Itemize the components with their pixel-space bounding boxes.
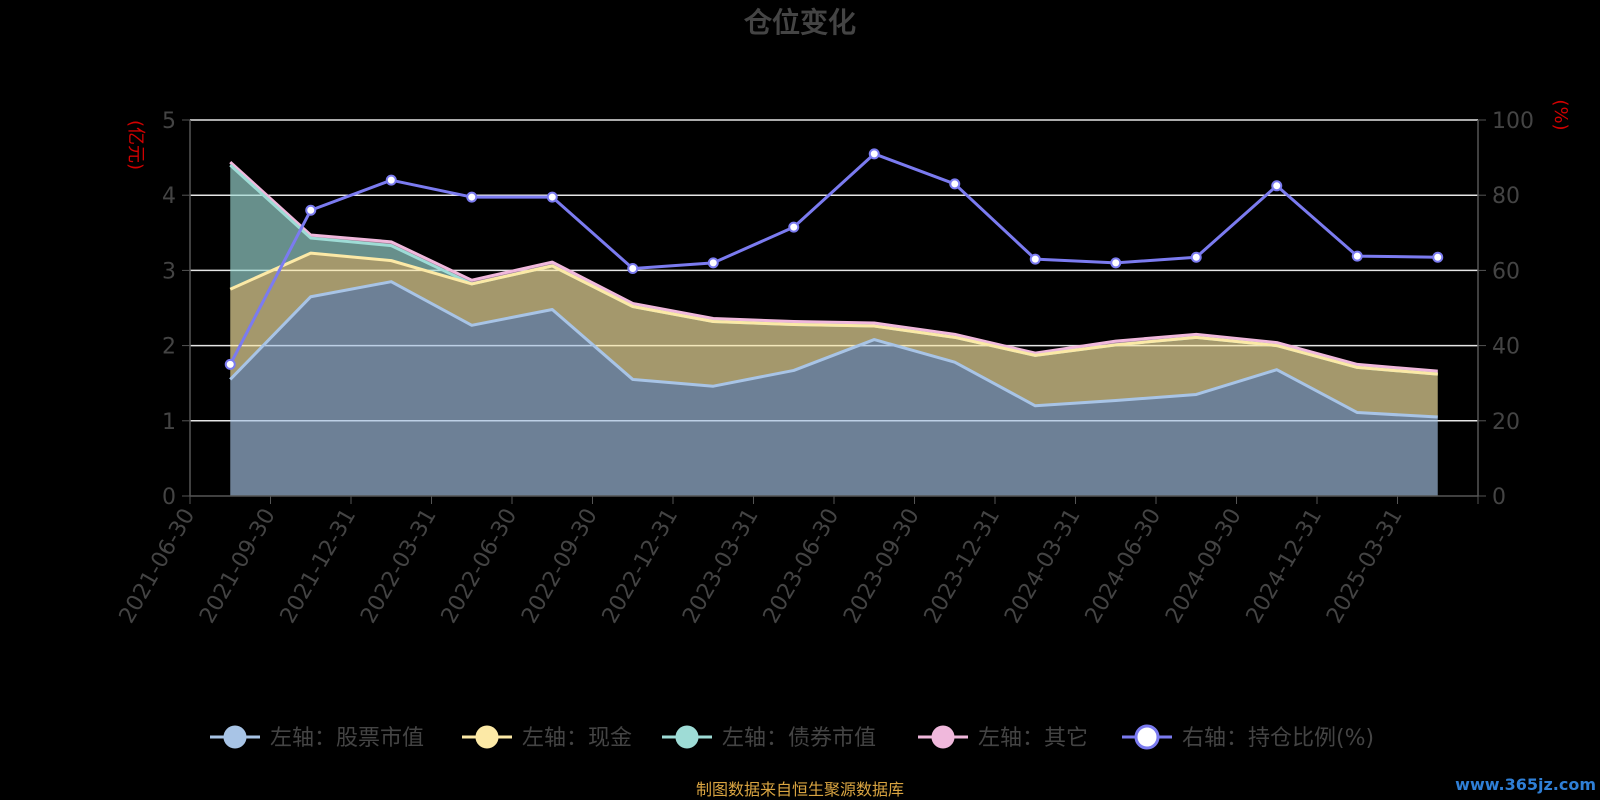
- legend-marker-icon: [475, 725, 499, 749]
- right-axis-tick-label: 20: [1492, 410, 1520, 435]
- position-ratio-point[interactable]: [627, 263, 639, 275]
- left-axis-unit: (亿元): [125, 120, 146, 170]
- position-ratio-point[interactable]: [385, 174, 397, 186]
- legend-label: 右轴：持仓比例(%): [1182, 726, 1374, 751]
- x-axis-tick-label: 2022-06-30: [437, 505, 523, 628]
- position-ratio-point[interactable]: [1110, 257, 1122, 269]
- area-series-layer: [229, 161, 1438, 496]
- legend-label: 左轴：现金: [522, 726, 632, 751]
- position-ratio-point[interactable]: [788, 221, 800, 233]
- x-axis-tick-label: 2025-03-31: [1322, 505, 1408, 628]
- x-axis-tick-label: 2022-03-31: [356, 505, 442, 628]
- position-ratio-point[interactable]: [1351, 250, 1363, 262]
- right-axis-tick-label: 100: [1492, 109, 1534, 134]
- data-source-note: 制图数据来自恒生聚源数据库: [696, 780, 904, 799]
- legend-label: 左轴：债券市值: [722, 726, 876, 751]
- position-ratio-point[interactable]: [1029, 253, 1041, 265]
- legend: 左轴：股票市值 左轴：现金 左轴：债券市值 左轴：其它 右轴：持仓比例(%): [210, 724, 1374, 751]
- position-ratio-point[interactable]: [1190, 251, 1202, 263]
- other-line: [229, 161, 1438, 373]
- position-ratio-point[interactable]: [1432, 251, 1444, 263]
- right-axis-tick-label: 80: [1492, 184, 1520, 209]
- position-ratio-point[interactable]: [546, 191, 558, 203]
- right-axis-tick-label: 0: [1492, 485, 1506, 510]
- left-axis-tick-label: 2: [162, 335, 176, 360]
- x-axis-tick-label: 2021-06-30: [115, 505, 201, 628]
- legend-marker-icon: [675, 725, 699, 749]
- position-ratio-point[interactable]: [305, 204, 317, 216]
- x-axis-tick-label: 2023-12-31: [920, 505, 1006, 628]
- position-ratio-line: [228, 152, 1438, 366]
- stock-value-line: [229, 280, 1438, 419]
- chart-title: 仓位变化: [744, 6, 856, 39]
- right-axis-tick-label: 60: [1492, 259, 1520, 284]
- legend-position-ratio[interactable]: 右轴：持仓比例(%): [1122, 724, 1374, 751]
- x-axis-tick-label: 2023-09-30: [839, 505, 925, 628]
- stock-value-area: [230, 281, 1438, 496]
- x-axis-tick-label: 2022-09-30: [517, 505, 603, 628]
- x-axis-tick-label: 2024-06-30: [1081, 505, 1167, 628]
- cash-line: [229, 251, 1438, 376]
- x-axis-tick-label: 2024-09-30: [1161, 505, 1247, 628]
- legend-other[interactable]: 左轴：其它: [918, 725, 1088, 751]
- right-axis-unit: (%): [1550, 99, 1571, 130]
- x-axis-tick-label: 2021-09-30: [195, 505, 281, 628]
- left-axis-tick-label: 3: [162, 259, 176, 284]
- legend-marker-icon: [1134, 724, 1160, 750]
- legend-stock-value[interactable]: 左轴：股票市值: [210, 725, 424, 751]
- position-ratio-point[interactable]: [949, 178, 961, 190]
- legend-marker-icon: [931, 725, 955, 749]
- position-ratio-point[interactable]: [466, 191, 478, 203]
- legend-marker-icon: [223, 725, 247, 749]
- cash-area: [230, 253, 1438, 418]
- watermark: www.365jz.com: [1455, 775, 1596, 794]
- x-axis-tick-label: 2024-03-31: [1000, 505, 1086, 628]
- position-ratio-point[interactable]: [1271, 180, 1283, 192]
- x-axis-tick-label: 2023-06-30: [759, 505, 845, 628]
- x-axis-tick-label: 2022-12-31: [598, 505, 684, 628]
- legend-cash[interactable]: 左轴：现金: [462, 725, 632, 751]
- left-axis-tick-label: 4: [162, 184, 176, 209]
- legend-label: 左轴：其它: [978, 726, 1088, 751]
- left-axis-tick-label: 1: [162, 410, 176, 435]
- x-axis-tick-label: 2023-03-31: [678, 505, 764, 628]
- left-axis-tick-label: 0: [162, 485, 176, 510]
- left-axis-tick-label: 5: [162, 109, 176, 134]
- legend-label: 左轴：股票市值: [270, 726, 424, 751]
- right-axis-tick-label: 40: [1492, 335, 1520, 360]
- position-ratio-point[interactable]: [224, 358, 236, 370]
- x-axis-tick-label: 2024-12-31: [1242, 505, 1328, 628]
- ratio-line-layer: [224, 148, 1444, 370]
- x-axis-tick-label: 2021-12-31: [276, 505, 362, 628]
- position-ratio-point[interactable]: [868, 148, 880, 160]
- legend-bond-value[interactable]: 左轴：债券市值: [662, 725, 876, 751]
- position-ratio-point[interactable]: [707, 257, 719, 269]
